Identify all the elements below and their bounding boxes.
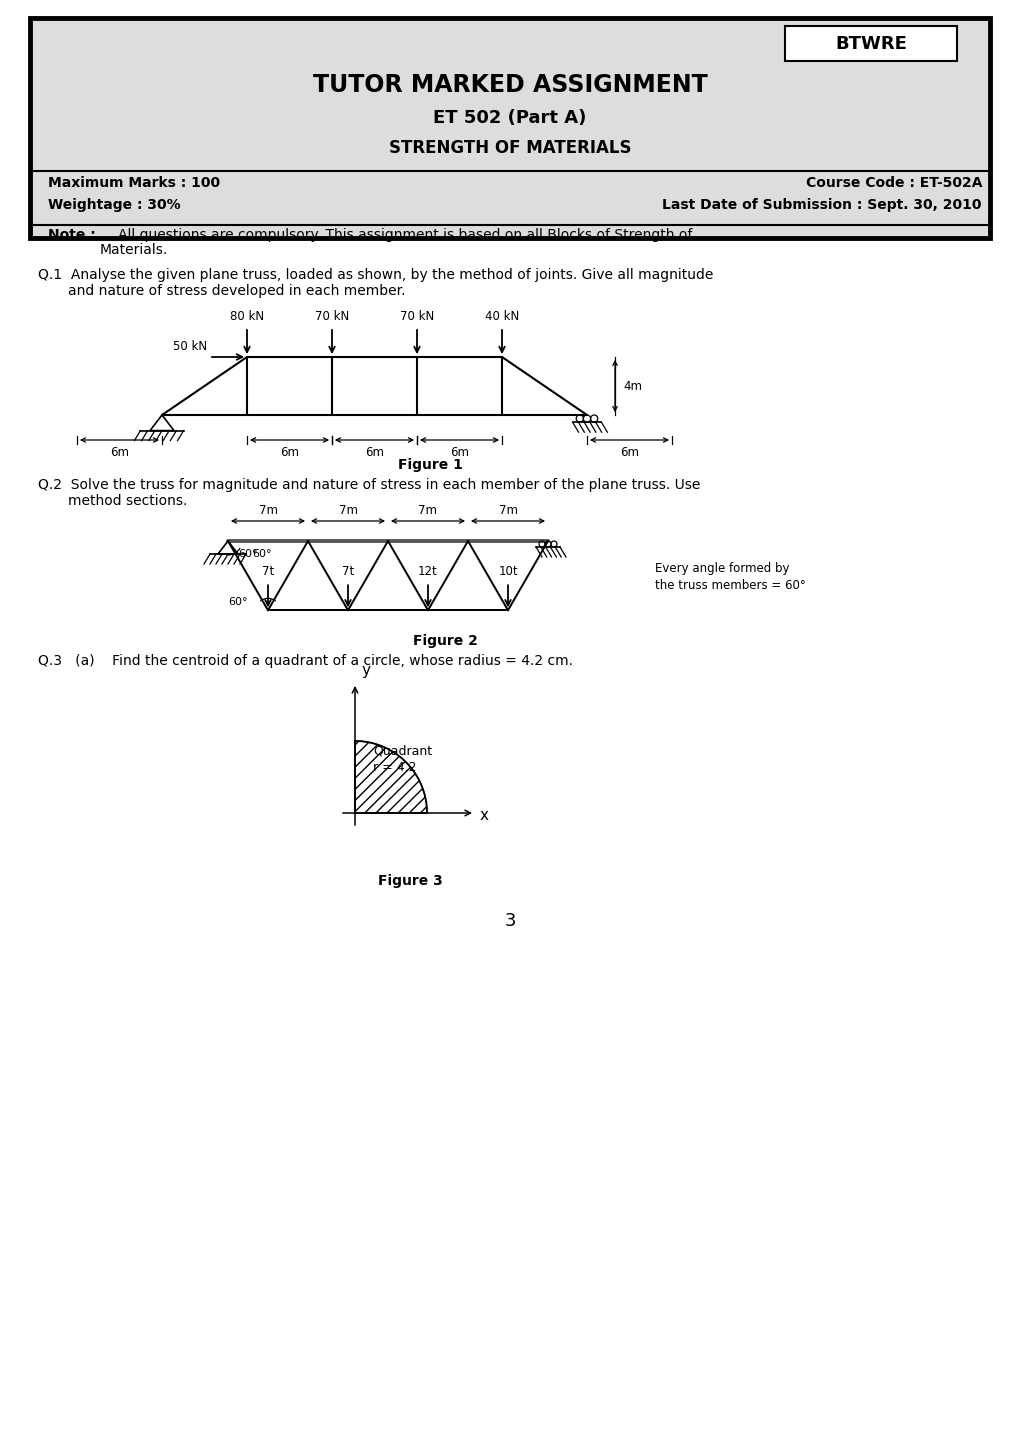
Text: Weightage : 30%: Weightage : 30%	[48, 198, 180, 212]
Text: 70 kN: 70 kN	[399, 310, 434, 323]
Text: Figure 1: Figure 1	[397, 457, 462, 472]
Text: 6m: 6m	[280, 446, 299, 459]
Text: Figure 3: Figure 3	[377, 874, 442, 887]
Text: TUTOR MARKED ASSIGNMENT: TUTOR MARKED ASSIGNMENT	[312, 74, 707, 97]
Text: 3: 3	[503, 912, 516, 929]
Text: STRENGTH OF MATERIALS: STRENGTH OF MATERIALS	[388, 139, 631, 157]
Text: 6m: 6m	[620, 446, 638, 459]
Text: 6m: 6m	[449, 446, 469, 459]
Text: Q.2  Solve the truss for magnitude and nature of stress in each member of the pl: Q.2 Solve the truss for magnitude and na…	[38, 478, 700, 492]
Text: Last Date of Submission : Sept. 30, 2010: Last Date of Submission : Sept. 30, 2010	[662, 198, 981, 212]
Text: method sections.: method sections.	[68, 494, 187, 508]
Text: Maximum Marks : 100: Maximum Marks : 100	[48, 176, 220, 190]
Text: 50 kN: 50 kN	[172, 341, 207, 354]
FancyBboxPatch shape	[30, 17, 989, 238]
Text: Figure 2: Figure 2	[412, 633, 477, 648]
Text: r = 4.2: r = 4.2	[373, 760, 416, 773]
Text: 7m: 7m	[258, 504, 277, 517]
FancyBboxPatch shape	[785, 26, 956, 61]
Text: Course Code : ET-502A: Course Code : ET-502A	[805, 176, 981, 190]
Text: Note :: Note :	[48, 228, 96, 242]
Text: Quadrant: Quadrant	[373, 745, 432, 758]
Text: BTWRE: BTWRE	[835, 35, 906, 52]
Text: All questions are compulsory. This assignment is based on all Blocks of Strength: All questions are compulsory. This assig…	[118, 228, 692, 242]
Text: 12t: 12t	[418, 566, 437, 579]
Text: 7t: 7t	[341, 566, 354, 579]
Text: y: y	[361, 662, 370, 678]
Text: 6m: 6m	[365, 446, 383, 459]
Text: ET 502 (Part A): ET 502 (Part A)	[433, 110, 586, 127]
Text: 70 kN: 70 kN	[315, 310, 348, 323]
Text: 60°: 60°	[237, 548, 257, 558]
Text: 7m: 7m	[498, 504, 517, 517]
Text: 6m: 6m	[110, 446, 128, 459]
Text: Materials.: Materials.	[100, 242, 168, 257]
Text: 7t: 7t	[262, 566, 274, 579]
Text: 60°: 60°	[228, 597, 248, 608]
Text: 7m: 7m	[418, 504, 437, 517]
Text: Q.1  Analyse the given plane truss, loaded as shown, by the method of joints. Gi: Q.1 Analyse the given plane truss, loade…	[38, 268, 712, 281]
Text: 10t: 10t	[497, 566, 518, 579]
Text: the truss members = 60°: the truss members = 60°	[654, 579, 805, 592]
Text: Q.3   (a)    Find the centroid of a quadrant of a circle, whose radius = 4.2 cm.: Q.3 (a) Find the centroid of a quadrant …	[38, 654, 573, 668]
Text: 4m: 4m	[623, 380, 641, 392]
Text: 40 kN: 40 kN	[484, 310, 519, 323]
Text: 80 kN: 80 kN	[229, 310, 264, 323]
Text: and nature of stress developed in each member.: and nature of stress developed in each m…	[68, 284, 406, 299]
Text: 7m: 7m	[338, 504, 357, 517]
Text: x: x	[480, 808, 488, 823]
Text: 60°: 60°	[252, 548, 271, 558]
Text: Every angle formed by: Every angle formed by	[654, 561, 789, 574]
Polygon shape	[355, 742, 427, 812]
